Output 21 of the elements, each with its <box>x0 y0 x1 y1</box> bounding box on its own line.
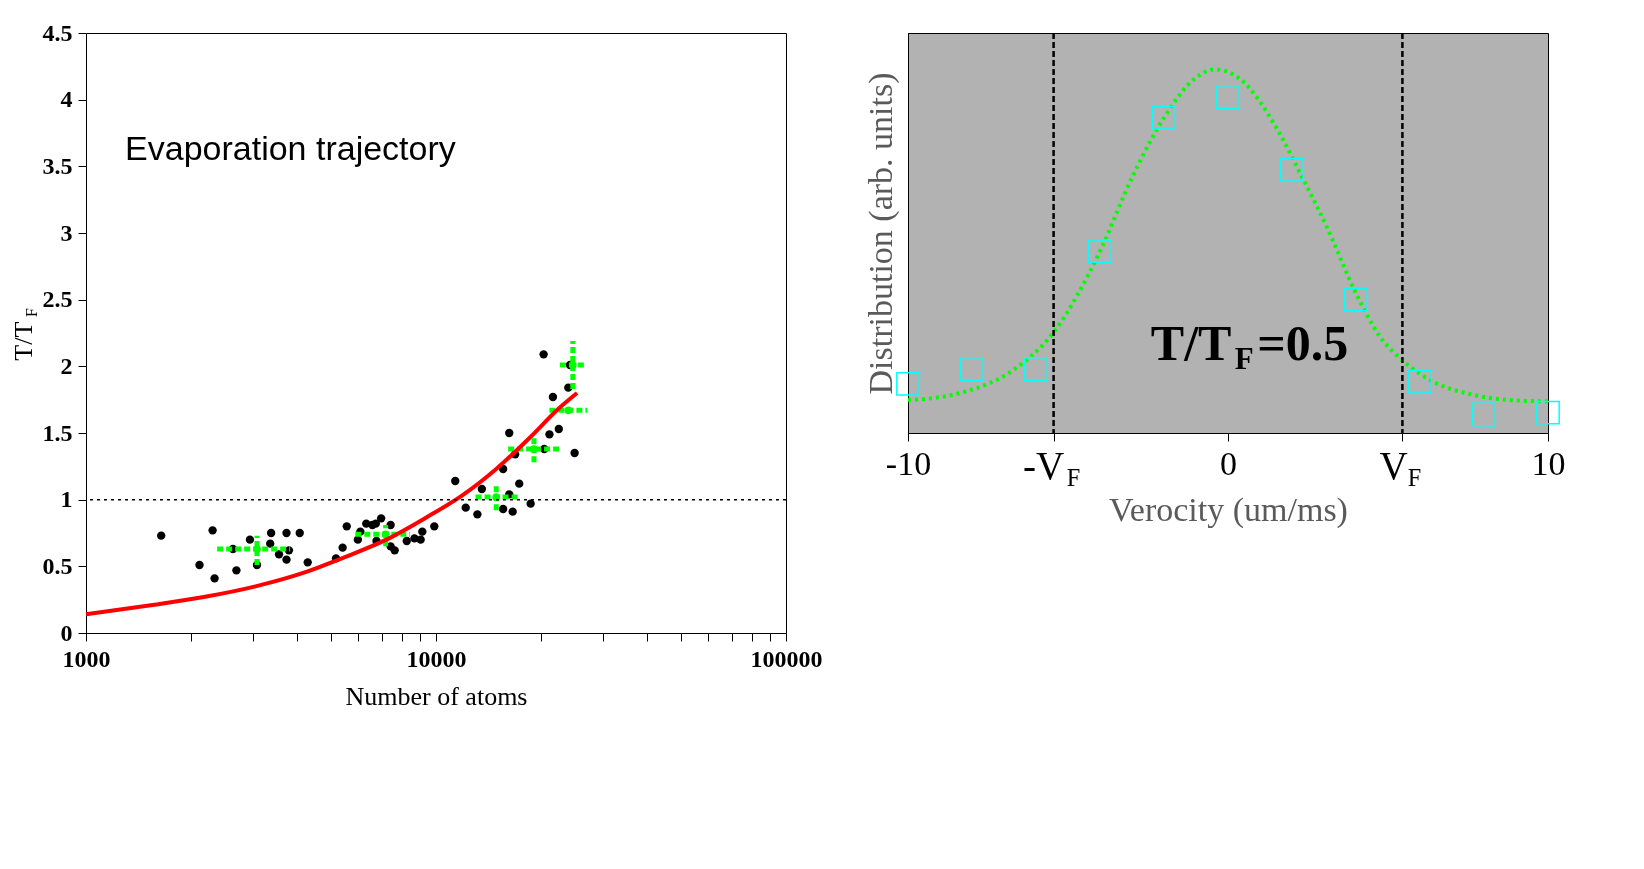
x-tick-label: 1000 <box>62 645 111 672</box>
x-tick-label: 10 <box>1531 444 1566 482</box>
y-tick-label: 2 <box>60 352 73 379</box>
y-tick-label: 2.5 <box>42 286 73 313</box>
y-tick-label: 1 <box>60 486 73 513</box>
y-tick-label: 0 <box>60 619 73 646</box>
x-tick-label: 100000 <box>750 645 823 672</box>
annotation: Evaporation trajectory <box>125 129 456 167</box>
y-tick-label: 4.5 <box>42 19 73 46</box>
x-tick-label: -10 <box>885 444 932 482</box>
y-tick-label: 3 <box>60 219 73 246</box>
y-tick-label: 4 <box>60 86 73 113</box>
y-tick-label: 1.5 <box>42 419 73 446</box>
y-tick-label: 0.5 <box>42 552 73 579</box>
x-tick-label: 0 <box>1220 444 1237 482</box>
x-axis-title: Verocity (um/ms) <box>1109 490 1348 529</box>
y-axis-title: Distribution (arb. units) <box>861 72 900 395</box>
y-tick-label: 3.5 <box>42 152 73 179</box>
x-axis-title: Number of atoms <box>345 681 528 711</box>
x-tick-label: 10000 <box>406 645 467 672</box>
y-axis-title: T/TF <box>9 307 40 361</box>
